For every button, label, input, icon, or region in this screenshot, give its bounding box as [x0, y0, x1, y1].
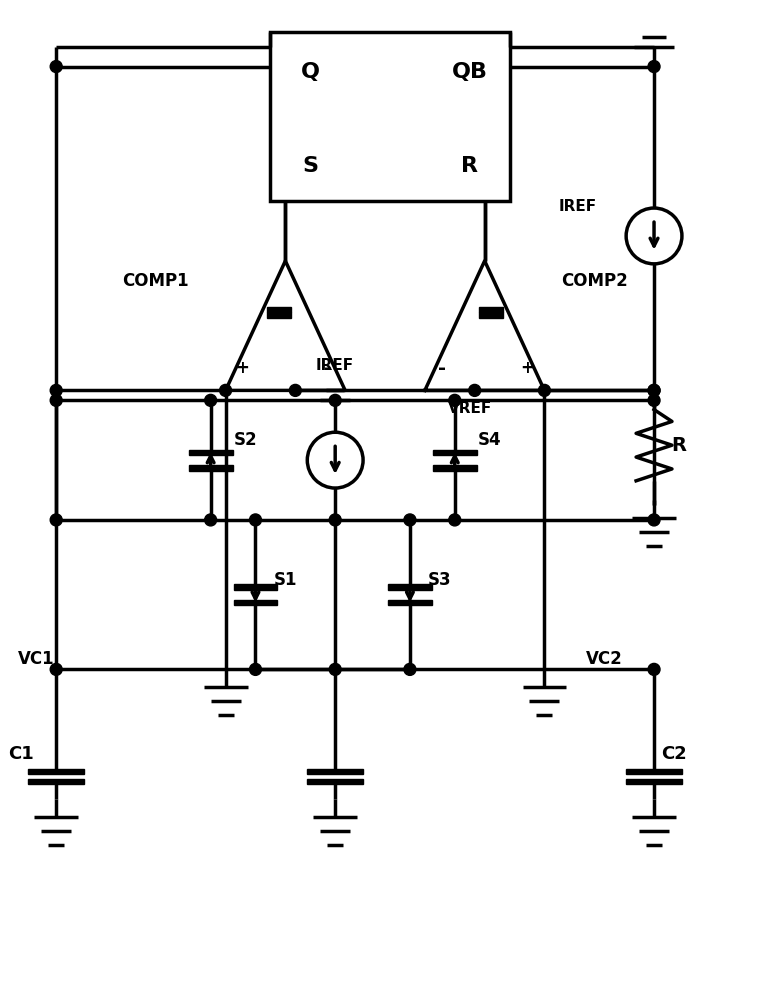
Polygon shape: [479, 312, 502, 318]
Polygon shape: [308, 769, 363, 774]
Circle shape: [220, 384, 232, 396]
Text: COMP2: COMP2: [561, 272, 628, 290]
Circle shape: [50, 394, 62, 406]
Polygon shape: [267, 307, 291, 312]
Text: -: -: [438, 359, 446, 378]
Bar: [271, 32, 509, 201]
Text: S4: S4: [478, 431, 502, 449]
Text: VC1: VC1: [18, 650, 55, 668]
Circle shape: [250, 514, 261, 526]
Text: S1: S1: [274, 571, 297, 589]
Text: R: R: [672, 436, 686, 455]
Polygon shape: [388, 600, 432, 605]
Circle shape: [539, 384, 550, 396]
Polygon shape: [626, 779, 682, 784]
Text: +: +: [236, 359, 250, 377]
Circle shape: [205, 514, 216, 526]
Circle shape: [205, 394, 216, 406]
Circle shape: [648, 394, 660, 406]
Text: IREF: IREF: [316, 358, 354, 373]
Circle shape: [50, 663, 62, 675]
Text: +: +: [520, 359, 534, 377]
Polygon shape: [388, 584, 432, 590]
Polygon shape: [29, 779, 84, 784]
Polygon shape: [433, 465, 477, 471]
Circle shape: [50, 61, 62, 73]
Text: VC2: VC2: [586, 650, 622, 668]
Circle shape: [404, 514, 416, 526]
Circle shape: [329, 514, 341, 526]
Polygon shape: [267, 312, 291, 318]
Circle shape: [648, 61, 660, 73]
Text: VREF: VREF: [448, 401, 492, 416]
Polygon shape: [233, 584, 278, 590]
Circle shape: [648, 384, 660, 396]
Circle shape: [329, 394, 341, 406]
Text: QB: QB: [451, 62, 488, 82]
Text: S: S: [302, 156, 318, 176]
Text: C2: C2: [661, 745, 687, 763]
Polygon shape: [433, 450, 477, 455]
Polygon shape: [189, 465, 233, 471]
Circle shape: [50, 384, 62, 396]
Circle shape: [648, 663, 660, 675]
Circle shape: [449, 394, 461, 406]
Text: -: -: [324, 359, 332, 378]
Polygon shape: [626, 769, 682, 774]
Text: C1: C1: [9, 745, 34, 763]
Circle shape: [648, 384, 660, 396]
Circle shape: [449, 514, 461, 526]
Polygon shape: [29, 769, 84, 774]
Text: COMP1: COMP1: [122, 272, 189, 290]
Text: S2: S2: [233, 431, 257, 449]
Polygon shape: [479, 307, 502, 312]
Text: IREF: IREF: [558, 199, 597, 214]
Text: R: R: [461, 156, 478, 176]
Circle shape: [250, 663, 261, 675]
Circle shape: [329, 663, 341, 675]
Circle shape: [468, 384, 481, 396]
Circle shape: [50, 514, 62, 526]
Circle shape: [648, 514, 660, 526]
Polygon shape: [233, 600, 278, 605]
Text: S3: S3: [428, 571, 451, 589]
Text: Q: Q: [301, 62, 320, 82]
Circle shape: [289, 384, 301, 396]
Circle shape: [404, 663, 416, 675]
Polygon shape: [189, 450, 233, 455]
Polygon shape: [308, 779, 363, 784]
